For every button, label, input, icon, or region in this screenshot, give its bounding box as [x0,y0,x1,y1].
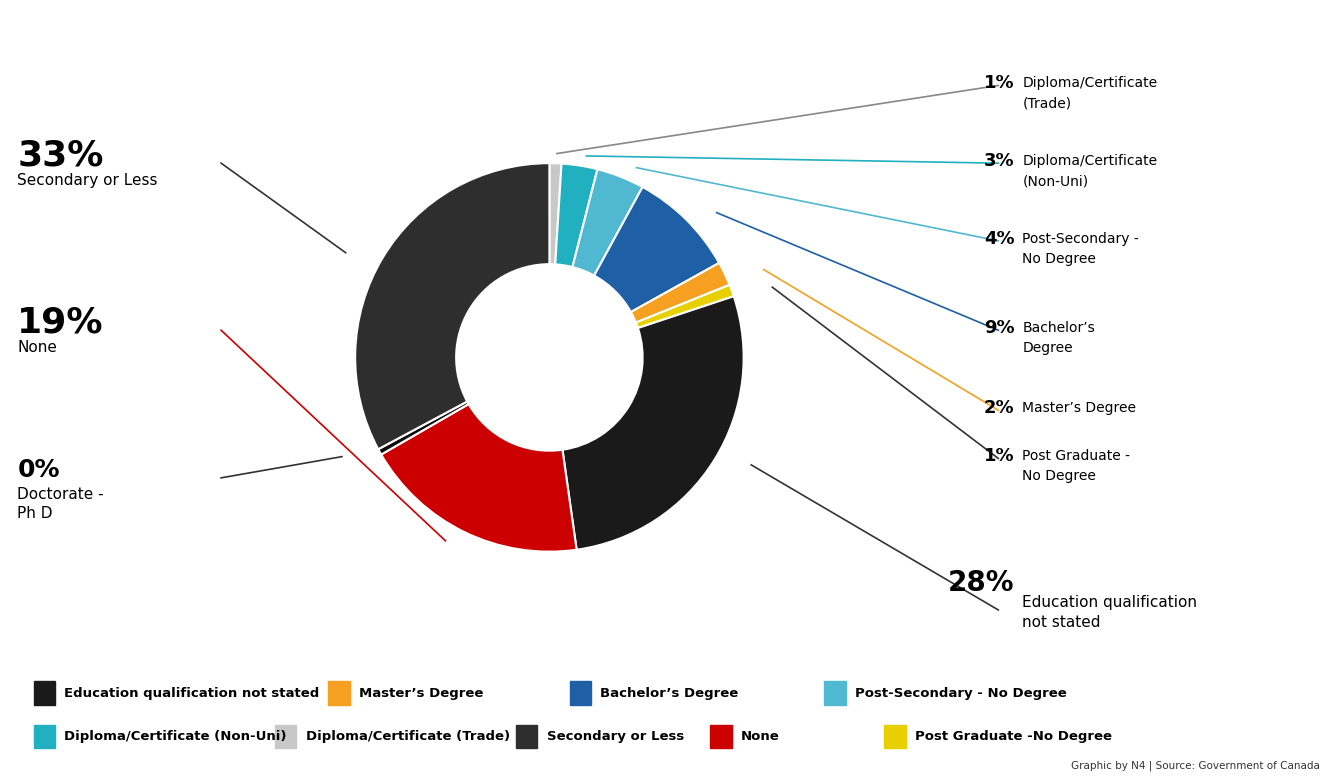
Text: 33%: 33% [17,138,103,172]
Text: 2%: 2% [984,399,1014,417]
Wedge shape [549,163,561,264]
Text: 28%: 28% [947,569,1014,597]
Wedge shape [381,404,576,552]
Text: Degree: Degree [1022,341,1073,355]
Text: Diploma/Certificate: Diploma/Certificate [1022,76,1158,90]
Text: Education qualification not stated: Education qualification not stated [64,687,319,699]
Text: 19%: 19% [17,305,105,340]
Text: not stated: not stated [1022,615,1101,630]
Text: None: None [17,340,58,355]
Text: No Degree: No Degree [1022,469,1096,483]
Text: Bachelor’s Degree: Bachelor’s Degree [600,687,738,699]
Text: 9%: 9% [984,319,1014,337]
Text: Post-Secondary -: Post-Secondary - [1022,232,1139,246]
Text: Diploma/Certificate (Non-Uni): Diploma/Certificate (Non-Uni) [64,730,287,743]
Wedge shape [378,402,469,455]
Text: Secondary or Less: Secondary or Less [17,172,158,188]
Text: (Trade): (Trade) [1022,96,1072,110]
Wedge shape [563,296,744,550]
Text: None: None [741,730,780,743]
Text: Education qualification: Education qualification [1022,594,1198,610]
Text: 0%: 0% [17,458,60,482]
Text: Diploma/Certificate (Trade): Diploma/Certificate (Trade) [306,730,509,743]
Text: Master’s Degree: Master’s Degree [1022,401,1136,415]
Text: Graphic by N4 | Source: Government of Canada: Graphic by N4 | Source: Government of Ca… [1071,760,1320,771]
Wedge shape [555,163,598,267]
Wedge shape [355,163,549,449]
Text: 3%: 3% [984,152,1014,170]
Text: Ph D: Ph D [17,506,52,521]
Wedge shape [636,285,734,328]
Text: Post Graduate -No Degree: Post Graduate -No Degree [915,730,1112,743]
Text: Doctorate -: Doctorate - [17,487,105,503]
Text: Master’s Degree: Master’s Degree [359,687,484,699]
Text: (Non-Uni): (Non-Uni) [1022,174,1088,188]
Text: 4%: 4% [984,229,1014,248]
Wedge shape [572,169,643,276]
Text: Diploma/Certificate: Diploma/Certificate [1022,154,1158,168]
Text: Secondary or Less: Secondary or Less [547,730,683,743]
Wedge shape [631,263,729,322]
Wedge shape [594,187,720,312]
Text: 1%: 1% [984,74,1014,92]
Text: 1%: 1% [984,447,1014,465]
Text: Bachelor’s: Bachelor’s [1022,321,1095,335]
Text: No Degree: No Degree [1022,252,1096,266]
Text: Post-Secondary - No Degree: Post-Secondary - No Degree [855,687,1067,699]
Text: Post Graduate -: Post Graduate - [1022,449,1131,463]
